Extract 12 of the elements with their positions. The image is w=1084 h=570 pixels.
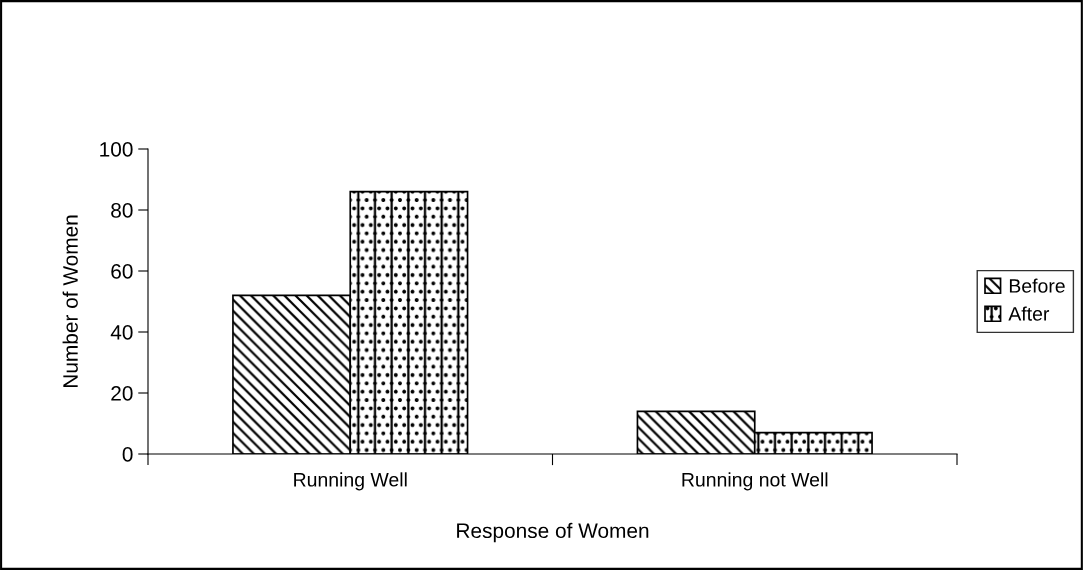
x-tick-label: Running not Well (682, 472, 828, 491)
y-tick-label: 100 (100, 142, 133, 157)
y-tick-label: 20 (111, 386, 133, 401)
legend-label: After (1008, 306, 1050, 321)
x-axis-title: Response of Women (457, 522, 649, 543)
legend-label: Before (1009, 278, 1065, 293)
y-axis-title: Number of Women (62, 215, 78, 388)
y-tick-label: 80 (111, 203, 133, 218)
y-tick-label: 40 (110, 325, 133, 340)
x-tick-label: Running Well (294, 472, 407, 491)
y-tick-label: 0 (122, 447, 133, 462)
y-tick-label: 60 (111, 264, 133, 279)
